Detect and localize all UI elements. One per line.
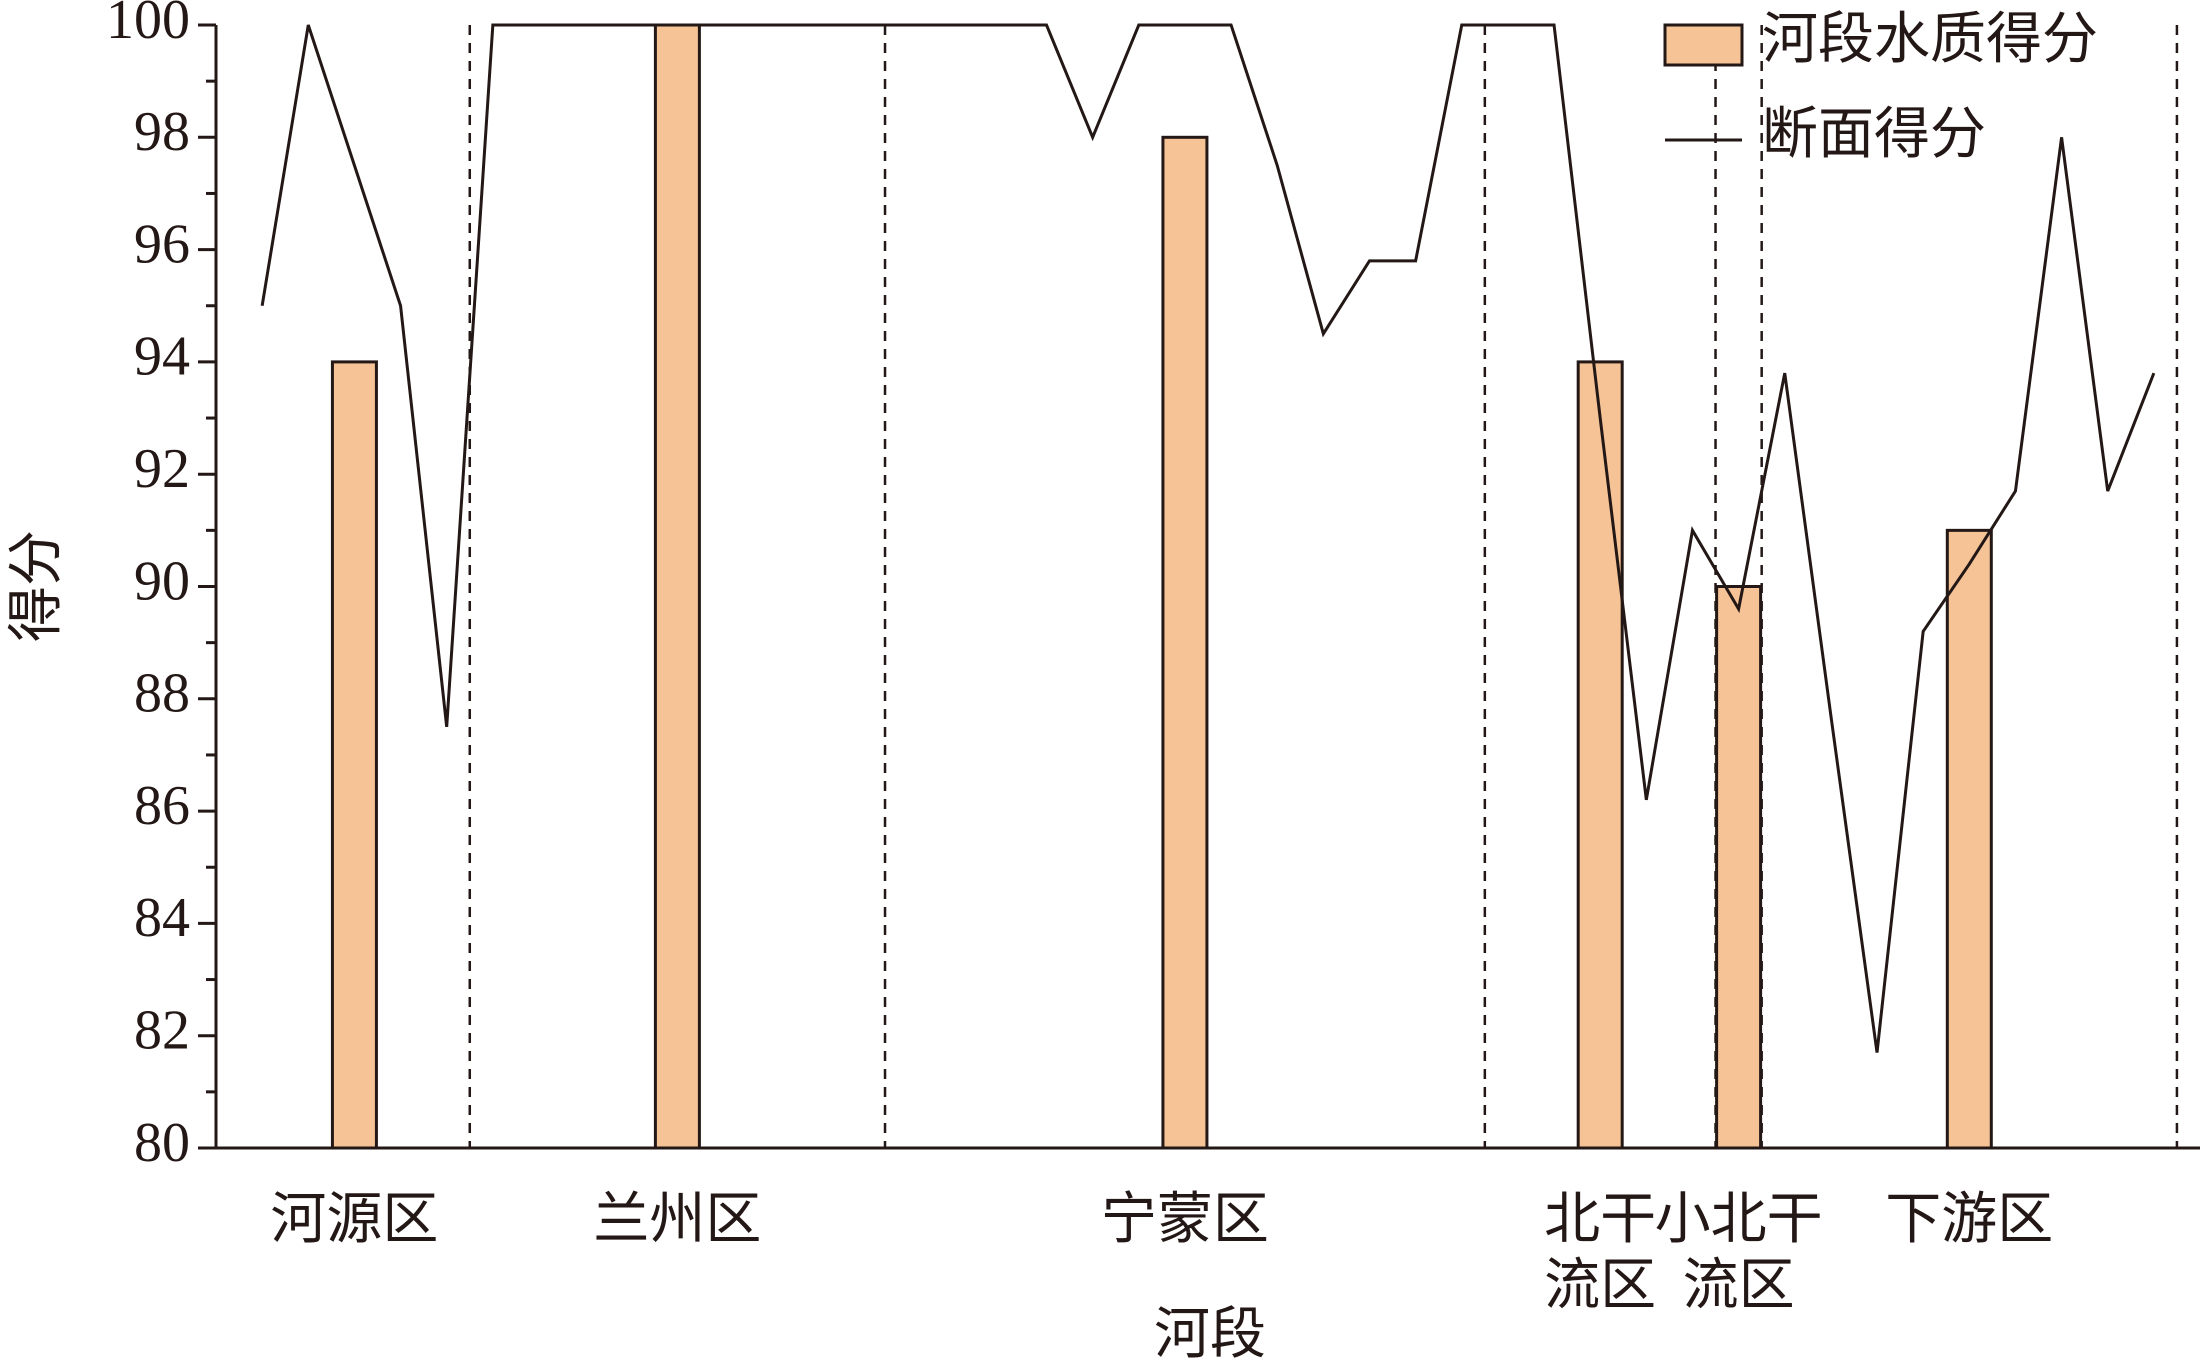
y-tick-label: 86 [134, 775, 190, 837]
legend-swatch [1663, 23, 1744, 67]
bar [653, 23, 701, 1150]
x-category-label: 兰州区 [593, 1189, 761, 1251]
bar [1161, 135, 1209, 1150]
bar [1945, 528, 1993, 1150]
y-tick-label: 96 [134, 213, 190, 275]
x-category-label: 小北干 [1655, 1189, 1823, 1251]
y-tick-label: 94 [134, 326, 190, 388]
x-category-label: 宁蒙区 [1101, 1189, 1269, 1251]
x-category-label: 流区 [1683, 1255, 1795, 1317]
x-category-label: 下游区 [1885, 1189, 2053, 1251]
legend-label: 河段水质得分 [1762, 9, 2098, 71]
y-tick-label: 100 [106, 0, 190, 51]
y-tick-label: 92 [134, 438, 190, 500]
x-category-label: 河源区 [270, 1189, 438, 1251]
bar [1576, 360, 1624, 1150]
x-category-label: 北干 [1544, 1189, 1656, 1251]
legend-label: 断面得分 [1762, 104, 1986, 166]
y-tick-label: 84 [134, 887, 190, 949]
y-tick-label: 98 [134, 101, 190, 163]
y-axis-label: 得分 [6, 530, 68, 642]
line [260, 23, 2156, 1053]
bar [330, 360, 378, 1150]
y-tick-label: 80 [134, 1112, 190, 1174]
x-axis-label: 河段 [1154, 1304, 1266, 1366]
x-category-label: 流区 [1544, 1255, 1656, 1317]
y-tick-label: 82 [134, 1000, 190, 1062]
y-tick-label: 88 [134, 663, 190, 725]
y-tick-label: 90 [134, 550, 190, 612]
bar [1715, 585, 1763, 1150]
